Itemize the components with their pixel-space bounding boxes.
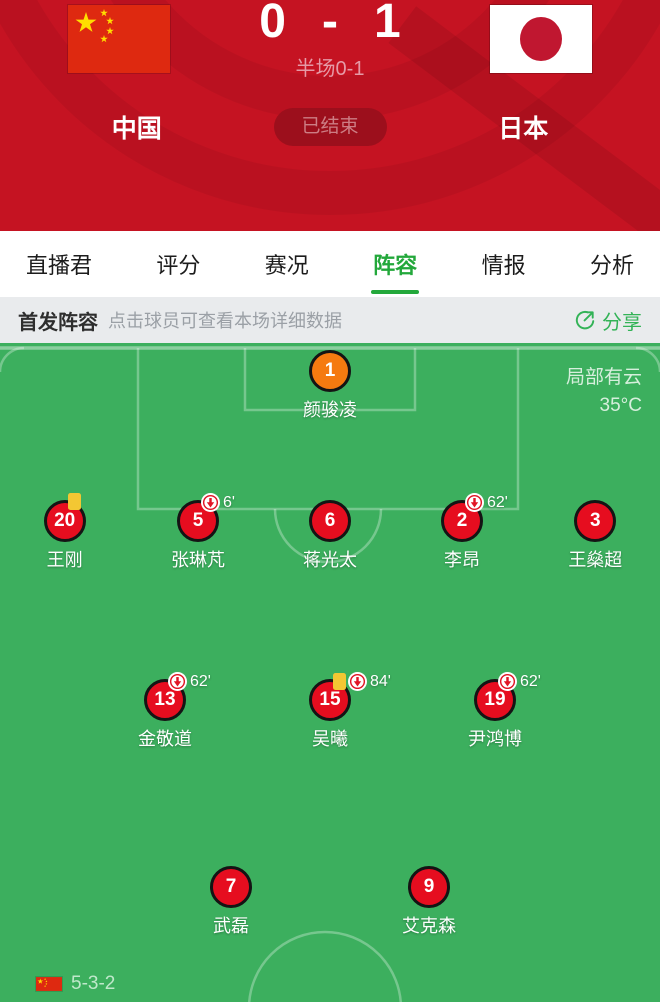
away-team-name: 日本	[498, 115, 549, 143]
player-name: 张琳芃	[171, 550, 225, 570]
substitution-minute: 84'	[370, 672, 391, 690]
share-button[interactable]: 分享	[574, 306, 642, 335]
player-marker-3[interactable]: 3 王燊超	[540, 500, 650, 572]
substitution-minute: 6'	[223, 493, 235, 511]
player-name: 颜骏凌	[303, 400, 357, 420]
player-marker-19[interactable]: 62' 19 尹鸿博	[440, 672, 550, 751]
formation-label: 5-3-2	[71, 973, 116, 994]
player-name: 金敬道	[138, 729, 192, 749]
player-name: 艾克森	[402, 916, 456, 936]
player-marker-7[interactable]: 7 武磊	[176, 866, 286, 938]
player-name: 蒋光太	[303, 550, 357, 570]
player-number-circle: 1	[309, 350, 351, 392]
player-marker-13[interactable]: 62' 13 金敬道	[110, 672, 220, 751]
match-status-badge: 已结束	[273, 108, 387, 146]
player-badges: 62'	[465, 493, 508, 512]
player-badges: 6'	[201, 493, 235, 512]
weather-temperature: 35°C	[599, 395, 642, 416]
player-marker-6[interactable]: 6 蒋光太	[275, 500, 385, 572]
tab-rating[interactable]: 评分	[156, 253, 201, 278]
player-name: 尹鸿博	[468, 729, 522, 749]
formation-info: 5-3-2	[36, 973, 115, 995]
player-badges: 62'	[168, 672, 211, 691]
half-time-score: 半场0-1	[295, 58, 365, 80]
substitution-out-icon	[168, 672, 187, 691]
teams-row: 中国 已结束 日本	[0, 103, 660, 151]
substitution-minute: 62'	[487, 493, 508, 511]
player-badges: 84'	[333, 672, 391, 691]
tab-bar: 直播君 评分 赛况 阵容 情报 分析	[0, 231, 660, 297]
player-number-circle: 13	[144, 679, 186, 721]
player-name: 吴曦	[312, 729, 348, 749]
formation-team-flag-icon	[36, 977, 62, 991]
player-number-circle: 6	[309, 500, 351, 542]
tab-analysis[interactable]: 分析	[589, 253, 634, 278]
player-badges	[67, 493, 81, 510]
share-icon	[575, 310, 595, 330]
pitch: 局部有云 35°C 5-3-2 1 颜骏凌 20 王刚 6' 5 张琳芃 6 蒋光太 62' 2 李昂…	[0, 343, 660, 1002]
player-marker-1[interactable]: 1 颜骏凌	[275, 350, 385, 422]
player-badges: 62'	[498, 672, 541, 691]
tab-lineup[interactable]: 阵容	[371, 231, 420, 297]
japan-flag-icon	[490, 5, 592, 73]
tab-live[interactable]: 直播君	[26, 253, 93, 278]
match-header: 0 - 1 半场0-1 中国 已结束 日本	[0, 0, 660, 231]
player-number-circle: 7	[210, 866, 252, 908]
player-marker-5[interactable]: 6' 5 张琳芃	[143, 493, 253, 572]
share-label: 分享	[602, 311, 642, 334]
player-number-circle: 9	[408, 866, 450, 908]
player-marker-9[interactable]: 9 艾克森	[374, 866, 484, 938]
tab-intel[interactable]: 情报	[481, 253, 526, 278]
section-title: 首发阵容	[18, 311, 98, 334]
score-separator: -	[322, 0, 338, 48]
player-name: 李昂	[444, 550, 480, 570]
substitution-out-icon	[498, 672, 517, 691]
player-number-circle: 3	[574, 500, 617, 542]
section-hint: 点击球员可查看本场详细数据	[108, 311, 342, 331]
player-marker-2[interactable]: 62' 2 李昂	[407, 493, 517, 572]
substitution-minute: 62'	[520, 672, 541, 690]
substitution-out-icon	[348, 672, 367, 691]
weather-info: 局部有云 35°C	[566, 364, 642, 420]
player-marker-15[interactable]: 84' 15 吴曦	[275, 672, 391, 751]
away-score: 1	[373, 0, 401, 48]
tab-progress[interactable]: 赛况	[264, 253, 309, 278]
score-line: 0 - 1	[0, 0, 660, 49]
home-score: 0	[259, 0, 286, 48]
china-flag-icon	[68, 5, 170, 73]
lineup-subheader: 首发阵容 点击球员可查看本场详细数据 分享	[0, 297, 660, 343]
pitch-markings	[0, 346, 660, 1002]
substitution-out-icon	[201, 493, 220, 512]
player-name: 武磊	[213, 916, 249, 936]
yellow-card-icon	[333, 673, 346, 690]
yellow-card-icon	[67, 493, 81, 510]
player-name: 王燊超	[568, 550, 623, 570]
weather-condition: 局部有云	[565, 367, 642, 388]
home-team-name: 中国	[111, 115, 162, 143]
player-name: 王刚	[46, 550, 83, 570]
substitution-out-icon	[465, 493, 484, 512]
player-marker-20[interactable]: 20 王刚	[10, 493, 120, 572]
substitution-minute: 62'	[190, 672, 211, 690]
